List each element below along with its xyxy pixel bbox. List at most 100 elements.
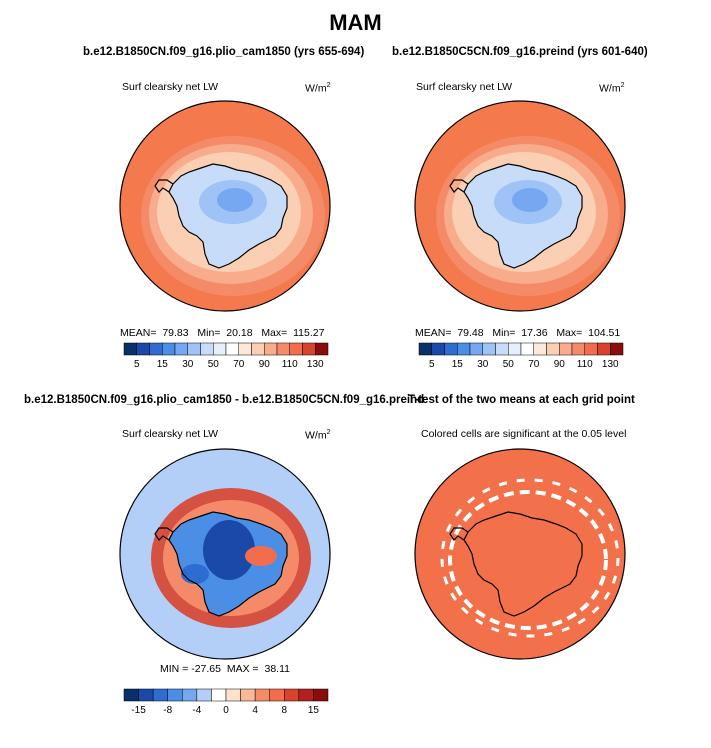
plateau-min-values [217,188,253,212]
colorbar-tick-label: 15 [452,359,464,370]
colorbar-swatch [138,688,154,702]
colorbar-swatch [187,342,201,356]
panel-3-units: W/m2 [305,429,331,442]
colorbar-swatch [182,688,198,702]
colorbar-tick-label: 8 [282,705,288,716]
panel-3-title: b.e12.B1850CN.f09_g16.plio_cam1850 - b.e… [24,394,425,406]
nonsignificant-outer-ring [440,478,620,638]
colorbar-swatch [482,342,496,356]
colorbar-tick-label: 0 [223,705,229,716]
colorbar-swatch [152,688,168,702]
colorbar-tick-label: 110 [577,359,593,370]
colorbar-swatch [508,342,522,356]
panel-3-variable: Surf clearsky net LW [122,428,219,440]
colorbar-swatch [200,342,214,356]
colorbar-tick-label: 70 [528,359,540,370]
colorbar-tick-label: 90 [554,359,566,370]
peninsula-coastline [449,527,469,541]
colorbar-swatch [269,688,285,702]
map-border-2 [414,100,626,312]
map-border-3 [119,448,331,660]
colorbar-swatch [276,342,290,356]
panel-1-units: W/m2 [305,82,331,95]
colorbar-1: 5 15 30 50 70 90 110 130 [123,342,329,370]
colorbar-tick-label: 15 [308,705,320,716]
colorbar-swatch [520,342,534,356]
colorbar-swatch [546,342,560,356]
panel-1-stats: MEAN= 79.83 Min= 20.18 Max= 115.27 [120,327,325,339]
colorbar-tick-label: 110 [282,359,298,370]
colorbar-tick-label: 4 [252,705,258,716]
colorbar-swatch [610,342,624,356]
colorbar-swatch [584,342,598,356]
significance-field [415,449,625,659]
colorbar-swatch [571,342,585,356]
colorbar-swatch [240,688,256,702]
panel-1-title: b.e12.B1850CN.f09_g16.plio_cam1850 (yrs … [83,46,365,58]
panel-4-title: T-test of the two means at each grid poi… [408,394,635,406]
colorbar-swatch [302,342,316,356]
colorbar-swatch [123,342,137,356]
colorbar-swatch [251,342,265,356]
map-border-1 [119,100,331,312]
colorbar-swatch [238,342,252,356]
colorbar-swatch [457,342,471,356]
colorbar-tick-label: 130 [307,359,324,370]
colorbar-swatch [418,342,432,356]
colorbar-swatch [264,342,278,356]
panel-4-subtitle: Colored cells are significant at the 0.0… [421,428,627,440]
panel-1-variable: Surf clearsky net LW [122,81,219,93]
map-panel-2 [415,101,625,311]
map-panel-4 [415,449,625,659]
colorbar-swatch [469,342,483,356]
colorbar-swatch [315,342,329,356]
map-panel-3 [120,449,330,659]
colorbar-tick-label: -8 [163,705,172,716]
diff-cold-patch [181,564,209,584]
panel-3-stats: MIN = -27.65 MAX = 38.11 [160,663,290,675]
map-border-4 [414,448,626,660]
colorbar-swatch [196,688,212,702]
diff-warm-patch [245,546,277,566]
colorbar-swatch [597,342,611,356]
colorbar-swatch [213,342,227,356]
colorbar-swatch [123,688,139,702]
colorbar-swatch [298,688,314,702]
colorbar-tick-label: 5 [429,359,435,370]
coastline [168,163,288,269]
colorbar-swatch [136,342,150,356]
colorbar-3: -15 -8 -4 0 4 8 15 [123,688,329,716]
colorbar-tick-label: 50 [208,359,220,370]
colorbar-swatch [149,342,163,356]
colorbar-tick-label: 130 [602,359,619,370]
colorbar-tick-label: 30 [477,359,489,370]
colorbar-tick-label: 15 [157,359,169,370]
coastline [463,163,583,269]
colorbar-tick-label: -15 [131,705,146,716]
colorbar-tick-label: 50 [503,359,515,370]
nonsignificant-ring [448,490,608,630]
panel-2-title: b.e12.B1850C5CN.f09_g16.preind (yrs 601-… [392,46,648,58]
panel-2-variable: Surf clearsky net LW [416,81,513,93]
coastline [168,511,288,617]
colorbar-tick-label: 5 [134,359,140,370]
peninsula-coastline [154,179,174,193]
colorbar-swatch [431,342,445,356]
colorbar-tick-label: -4 [192,705,201,716]
colorbar-swatch [254,688,270,702]
plateau-min-values [512,188,548,212]
colorbar-swatch [174,342,188,356]
colorbar-2: 5 15 30 50 70 90 110 130 [418,342,624,370]
coastline [463,511,583,617]
colorbar-swatch [444,342,458,356]
peninsula-coastline [449,179,469,193]
colorbar-swatch [211,688,227,702]
map-panel-1 [120,101,330,311]
colorbar-swatch [167,688,183,702]
colorbar-tick-label: 30 [182,359,194,370]
figure-title: MAM [329,10,382,35]
colorbar-swatch [559,342,573,356]
colorbar-swatch [225,342,239,356]
panel-2-units: W/m2 [599,82,625,95]
